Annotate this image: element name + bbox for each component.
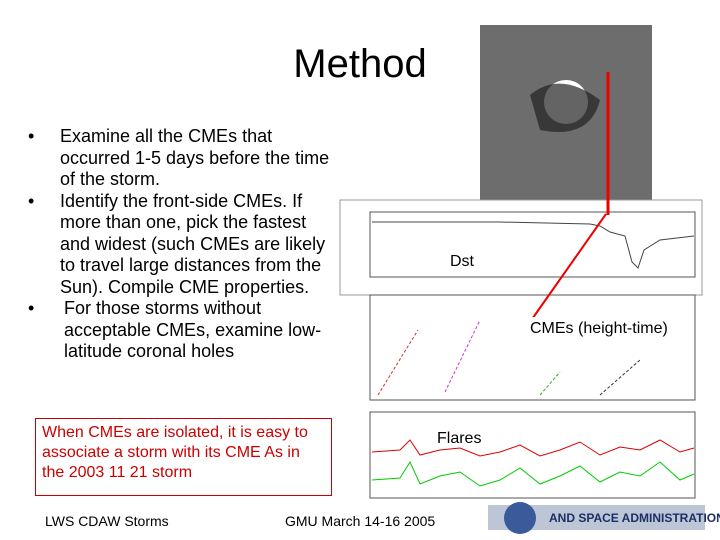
logo-text: AND SPACE ADMINISTRATION	[549, 511, 720, 525]
cme-track	[377, 329, 419, 396]
logo-globe	[504, 502, 536, 534]
dst-label: Dst	[450, 253, 475, 270]
dst-panel	[339, 199, 703, 296]
flares-label: Flares	[437, 430, 481, 447]
note-box: When CMEs are isolated, it is easy to as…	[35, 418, 332, 496]
cme-track	[444, 319, 481, 393]
bullet: For those storms without acceptable CMEs…	[28, 298, 333, 363]
dst-curve	[372, 221, 695, 269]
flare-curve	[371, 439, 695, 457]
label-bg	[528, 317, 688, 337]
dst-axes	[369, 211, 696, 278]
bullet: Identify the front-side CMEs. If more th…	[28, 191, 333, 299]
cme-axes	[369, 294, 696, 401]
bullet-list: Examine all the CMEs that occurred 1-5 d…	[28, 126, 333, 363]
cme-track	[539, 371, 561, 396]
footer-center: GMU March 14-16 2005	[285, 513, 436, 529]
cme-cloud	[530, 83, 600, 132]
bullet: Examine all the CMEs that occurred 1-5 d…	[28, 126, 333, 191]
title: Method	[293, 42, 427, 86]
cme-track	[599, 359, 641, 396]
flare-axes	[369, 411, 696, 499]
footer-left: LWS CDAW Storms	[45, 513, 169, 529]
cme-label: CMEs (height-time)	[530, 320, 668, 337]
pointer-line	[529, 213, 607, 323]
flare-curve	[371, 460, 695, 487]
